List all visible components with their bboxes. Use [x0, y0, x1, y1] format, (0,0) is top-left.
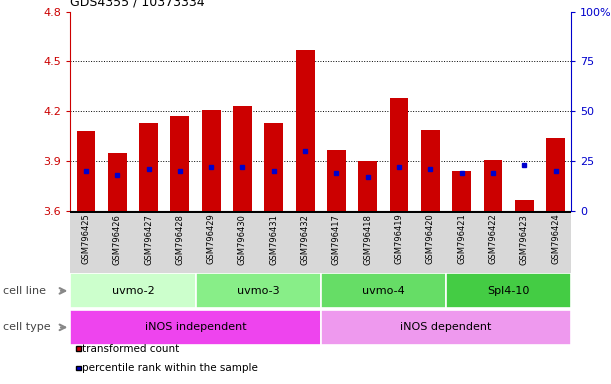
Bar — [452, 171, 471, 211]
Text: GSM796422: GSM796422 — [489, 214, 497, 265]
Bar — [321, 310, 571, 345]
Text: GSM796430: GSM796430 — [238, 214, 247, 265]
Bar — [327, 150, 346, 211]
Text: iNOS dependent: iNOS dependent — [400, 322, 492, 333]
Text: GSM796418: GSM796418 — [364, 214, 372, 265]
Bar — [76, 131, 95, 211]
Text: uvmo-4: uvmo-4 — [362, 286, 404, 296]
Bar — [170, 116, 189, 211]
Bar — [421, 130, 440, 211]
Text: GSM796421: GSM796421 — [457, 214, 466, 265]
Bar — [359, 161, 377, 211]
Text: iNOS independent: iNOS independent — [145, 322, 246, 333]
Bar — [202, 110, 221, 211]
Bar — [70, 310, 321, 345]
Bar — [484, 160, 502, 211]
Bar — [515, 200, 534, 211]
Bar — [70, 273, 196, 308]
Text: GSM796425: GSM796425 — [81, 214, 90, 265]
Bar — [321, 273, 446, 308]
Text: cell type: cell type — [3, 322, 51, 333]
Text: GSM796428: GSM796428 — [175, 214, 185, 265]
Bar — [546, 138, 565, 211]
Text: GSM796420: GSM796420 — [426, 214, 435, 265]
Text: transformed count: transformed count — [82, 344, 180, 354]
Text: GSM796429: GSM796429 — [207, 214, 216, 265]
Bar — [265, 123, 284, 211]
Text: GSM796423: GSM796423 — [520, 214, 529, 265]
Bar — [108, 153, 126, 211]
Text: uvmo-2: uvmo-2 — [112, 286, 154, 296]
Text: percentile rank within the sample: percentile rank within the sample — [82, 363, 258, 373]
Bar — [139, 123, 158, 211]
Text: GDS4355 / 10373334: GDS4355 / 10373334 — [70, 0, 205, 9]
Bar — [196, 273, 321, 308]
Text: Spl4-10: Spl4-10 — [488, 286, 530, 296]
Text: GSM796427: GSM796427 — [144, 214, 153, 265]
Text: GSM796426: GSM796426 — [113, 214, 122, 265]
Bar — [446, 273, 571, 308]
Bar — [296, 50, 315, 211]
Text: cell line: cell line — [3, 286, 46, 296]
Text: GSM796432: GSM796432 — [301, 214, 310, 265]
Text: GSM796417: GSM796417 — [332, 214, 341, 265]
Text: GSM796424: GSM796424 — [551, 214, 560, 265]
Bar — [390, 98, 409, 211]
Bar — [70, 211, 571, 213]
Text: uvmo-3: uvmo-3 — [237, 286, 279, 296]
Text: GSM796419: GSM796419 — [395, 214, 403, 265]
Text: GSM796431: GSM796431 — [269, 214, 278, 265]
Bar — [233, 106, 252, 211]
